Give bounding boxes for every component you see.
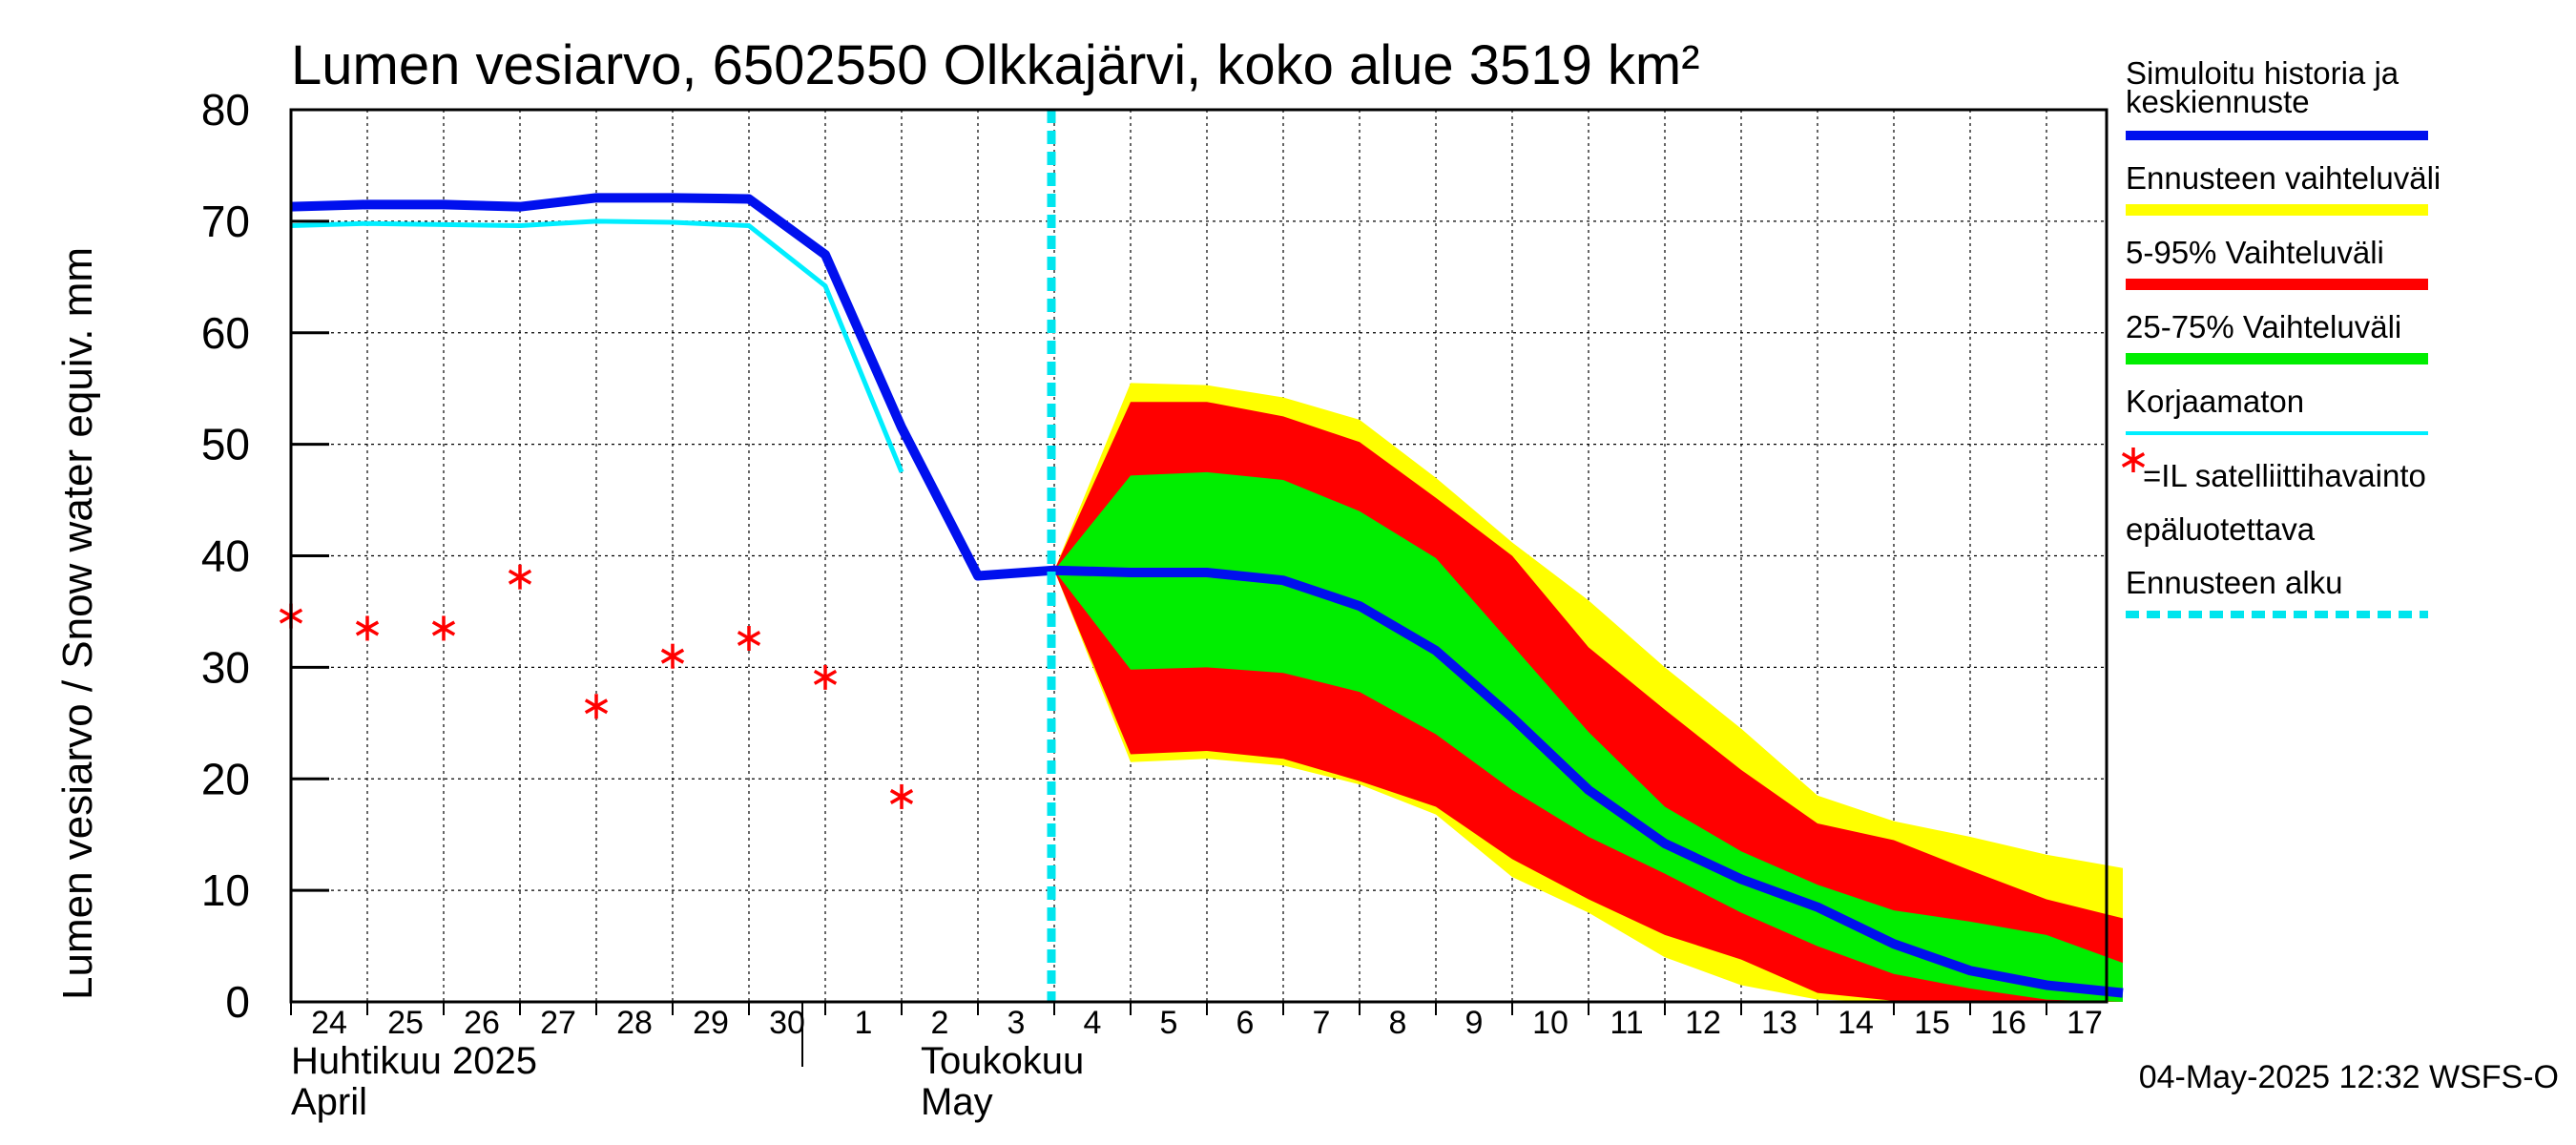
x-tick-label: 28 [616,1005,653,1041]
x-tick-label: 27 [540,1005,576,1041]
satellite-star-stroke [355,620,380,636]
x-tick-label: 7 [1313,1005,1331,1041]
legend-label: 25-75% Vaihteluväli [2126,309,2401,344]
satellite-star-stroke [508,569,532,585]
x-tick-label: 24 [311,1005,347,1041]
x-tick-label: 30 [769,1005,805,1041]
satellite-observation-point [584,694,609,719]
x-tick-label: 3 [1008,1005,1026,1041]
legend: Simuloitu historia ja keskiennuste Ennuste… [2121,55,2441,618]
x-tick-label: 9 [1465,1005,1484,1041]
legend-label-satellite: =IL satelliittihavainto [2143,458,2426,493]
x-tick-label: 25 [387,1005,424,1041]
month-label: Huhtikuu 2025 [291,1040,537,1082]
x-tick-label: 16 [1990,1005,2026,1041]
simulated-line [290,193,2124,998]
month-label-english: May [921,1081,993,1123]
x-tick-label: 10 [1532,1005,1568,1041]
satellite-observation-point [660,643,685,669]
satellite-observation-point [355,615,380,641]
legend-label: Korjaamaton [2126,384,2304,419]
x-tick-label: 17 [2067,1005,2103,1041]
legend-label-line: Simuloitu historia ja [2126,55,2399,91]
x-tick-label: 12 [1685,1005,1721,1041]
legend-label: Ennusteen vaihteluväli [2126,160,2441,196]
x-tick-labels: 24 25 26 27 28 29 30 1 2 3 4 5 6 7 8 9 10 11 12 13 14 15 16 17 [311,1005,2103,1041]
y-tick-label: 60 [201,308,250,358]
y-tick-label: 50 [201,420,250,469]
satellite-observation-point [431,615,456,641]
x-tick-label: 6 [1236,1005,1255,1041]
x-tick-label: 26 [464,1005,500,1041]
satellite-observation-point [813,664,838,690]
y-tick-label: 40 [201,531,250,581]
legend-label: 5-95% Vaihteluväli [2126,235,2384,270]
satellite-observation-point [508,564,532,590]
x-tick-label: 8 [1389,1005,1407,1041]
chart-title: Lumen vesiarvo, 6502550 Olkkajärvi, koko… [291,34,1700,96]
month-label-english: April [291,1081,367,1123]
forecast-bands [1054,383,2123,1002]
y-tick-label: 30 [201,642,250,692]
series-lines [290,110,2124,1002]
uncorrected-line [290,219,904,473]
legend-label-line: keskiennuste [2126,84,2310,119]
x-tick-label: 1 [855,1005,873,1041]
satellite-observation-point [737,625,761,651]
satellite-star-stroke [431,620,456,636]
satellite-observations [279,564,914,809]
satellite-star-stroke [889,788,914,804]
x-tick-label: 2 [931,1005,949,1041]
x-tick-label: 5 [1160,1005,1178,1041]
range-25-75-band [1054,471,2123,1002]
y-tick-label: 80 [201,85,250,135]
y-tick-label: 70 [201,197,250,246]
y-axis-label: Lumen vesiarvo / Snow water equiv. mm [54,247,101,1000]
footer-timestamp: 04-May-2025 12:32 WSFS-O [2139,1059,2559,1095]
satellite-star-stroke [813,669,838,685]
y-tick-label: 10 [201,865,250,915]
y-tick-label: 20 [201,754,250,803]
x-tick-label: 4 [1084,1005,1102,1041]
y-tick-labels: 0 10 20 30 40 50 60 70 80 [201,85,250,1027]
legend-label-simulated: Simuloitu historia ja keskiennuste [2126,55,2399,119]
legend-star-icon [2121,448,2146,472]
x-tick-label: 29 [693,1005,729,1041]
satellite-observation-point [889,783,914,809]
satellite-star-stroke [2121,451,2146,468]
legend-label-forecast-start: Ennusteen alku [2126,565,2343,600]
satellite-star-stroke [584,698,609,715]
legend-label-unreliable: epäluotettava [2126,511,2316,547]
x-tick-label: 14 [1838,1005,1874,1041]
x-tick-label: 15 [1914,1005,1950,1041]
y-tick-label: 0 [225,977,250,1027]
axes [289,108,2109,1067]
satellite-star-stroke [660,648,685,664]
x-tick-label: 13 [1761,1005,1797,1041]
month-label: Toukokuu [921,1040,1084,1082]
x-tick-label: 11 [1610,1005,1643,1041]
satellite-star-stroke [737,630,761,647]
